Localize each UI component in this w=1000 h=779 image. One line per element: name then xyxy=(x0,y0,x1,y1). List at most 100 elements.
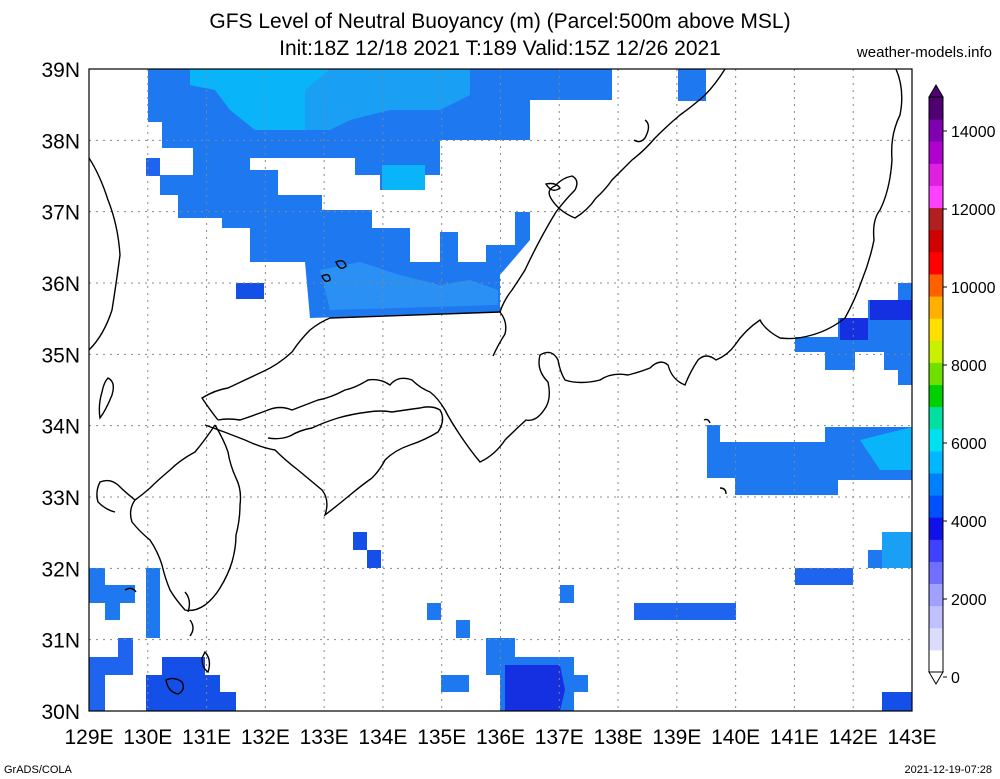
buoyancy-patch-sea-of-japan-core xyxy=(190,69,330,130)
colorbar-label: 14000 xyxy=(951,124,996,141)
buoyancy-patch-36n-131e xyxy=(236,283,264,299)
buoyancy-cell-31n-135e-b xyxy=(456,620,470,638)
longitude-tick-label: 129E xyxy=(64,726,113,749)
footer-timestamp: 2021-12-19-07:28 xyxy=(904,764,992,776)
colorbar-swatch xyxy=(929,627,943,651)
buoyancy-patch-south-kyushu-d xyxy=(146,657,236,711)
coast-hokkaido-bit xyxy=(633,119,650,143)
latitude-tick-label: 35N xyxy=(41,344,80,367)
buoyancy-patch-east-honshu-deep-2 xyxy=(870,300,912,320)
coast-kyushu-west xyxy=(96,479,136,513)
colorbar-swatch xyxy=(929,605,943,629)
colorbar-swatch xyxy=(929,163,943,186)
buoyancy-patch-south-kyushu-c xyxy=(89,638,133,711)
coast-kyushu xyxy=(129,424,242,612)
colorbar-swatch xyxy=(929,406,943,430)
footer-software: GrADS/COLA xyxy=(4,764,72,776)
colorbar-swatch xyxy=(929,185,943,209)
longitude-tick-label: 131E xyxy=(182,726,231,749)
colorbar-swatch xyxy=(929,273,943,297)
colorbar-label: 4000 xyxy=(951,514,987,531)
colorbar-label: 12000 xyxy=(951,202,996,219)
colorbar-swatch xyxy=(929,251,943,275)
buoyancy-cell-30n-136e-core xyxy=(505,665,565,711)
longitude-tick-label: 132E xyxy=(241,726,290,749)
longitude-tick-label: 130E xyxy=(123,726,172,749)
latitude-tick-label: 37N xyxy=(41,202,80,225)
colorbar-swatch xyxy=(929,97,943,120)
colorbar-max-arrow xyxy=(928,84,944,98)
buoyancy-cell-31n-135e xyxy=(427,603,441,620)
colorbar-label: 2000 xyxy=(951,592,987,609)
latitude-tick-label: 33N xyxy=(41,487,80,510)
longitude-tick-label: 141E xyxy=(770,726,819,749)
coast-honshu-south xyxy=(217,69,903,463)
coast-sea-of-japan-side xyxy=(201,311,501,421)
colorbar-swatch xyxy=(929,296,943,319)
colorbar-swatch xyxy=(929,229,943,253)
buoyancy-cell-32n-142e-b xyxy=(868,550,882,568)
colorbar-swatch xyxy=(929,207,943,231)
longitude-tick-label: 143E xyxy=(887,726,936,749)
buoyancy-cell-32n-141e xyxy=(795,568,853,585)
colorbar-swatch xyxy=(929,119,943,142)
colorbar-label: 6000 xyxy=(951,436,987,453)
colorbar-label: 0 xyxy=(951,670,960,687)
longitude-tick-label: 133E xyxy=(300,726,349,749)
colorbar-min-arrow xyxy=(928,671,944,685)
colorbar-swatch xyxy=(929,472,943,496)
buoyancy-patch-sea-of-japan-core-3 xyxy=(382,165,425,190)
colorbar-label: 8000 xyxy=(951,358,987,375)
colorbar-swatch xyxy=(929,362,943,385)
colorbar-swatch xyxy=(929,141,943,164)
buoyancy-patch-south-east-honshu-core xyxy=(860,427,912,470)
coast-kyushu-islands xyxy=(184,591,194,637)
longitude-tick-label: 139E xyxy=(652,726,701,749)
buoyancy-cell-30n-143e xyxy=(882,692,912,711)
coast-sado xyxy=(544,182,561,191)
colorbar-swatch xyxy=(929,583,943,607)
longitude-tick-label: 138E xyxy=(594,726,643,749)
coast-oki xyxy=(321,273,331,283)
buoyancy-patch-east-honshu-deep xyxy=(840,318,868,340)
longitude-tick-label: 134E xyxy=(358,726,407,749)
buoyancy-cell-32n-133e xyxy=(353,532,367,550)
latitude-tick-label: 34N xyxy=(41,416,80,439)
longitude-tick-label: 140E xyxy=(711,726,760,749)
colorbar-swatch xyxy=(929,495,943,518)
map-graticule xyxy=(89,69,912,711)
colorbar-swatch xyxy=(929,450,943,474)
colorbar-swatch xyxy=(929,561,943,585)
colorbar-label: 10000 xyxy=(951,280,996,297)
colorbar-swatch xyxy=(929,340,943,363)
buoyancy-patch-39n-140e xyxy=(678,69,706,101)
map-title-line-1: GFS Level of Neutral Buoyancy (m) (Parce… xyxy=(209,10,791,33)
latitude-tick-label: 32N xyxy=(41,558,80,581)
buoyancy-cell-31n-138e xyxy=(634,603,736,620)
longitude-tick-label: 142E xyxy=(829,726,878,749)
buoyancy-patch-sea-of-japan-core-2 xyxy=(305,69,470,130)
coast-shikoku xyxy=(204,406,444,517)
colorbar-swatch xyxy=(929,384,943,408)
buoyancy-patch-37n-130e xyxy=(146,158,160,176)
coast-korea xyxy=(89,157,121,351)
colorbar-swatch xyxy=(929,318,943,341)
coast-izu-2 xyxy=(719,487,727,495)
coast-tsushima xyxy=(98,377,115,420)
longitude-tick-label: 135E xyxy=(417,726,466,749)
colorbar-swatch xyxy=(929,428,943,452)
map-frame xyxy=(88,68,913,712)
buoyancy-patch-sea-of-japan xyxy=(148,69,612,318)
buoyancy-cell-32n-142e xyxy=(882,532,912,568)
buoyancy-cell-30n-135e xyxy=(441,675,469,692)
site-label: weather-models.info xyxy=(856,44,992,61)
buoyancy-patch-south-kyushu xyxy=(89,568,135,620)
buoyancy-patch-sea-of-japan-core-4 xyxy=(320,262,498,310)
colorbar-swatch xyxy=(929,517,943,540)
latitude-labels: 39N 38N 37N 36N 35N 34N 33N 32N 31N 30N xyxy=(41,59,80,724)
colorbar-frame xyxy=(928,96,944,673)
latitude-tick-label: 39N xyxy=(41,59,80,82)
buoyancy-cell-32n-133e-b xyxy=(367,550,381,568)
buoyancy-patch-south-east-honshu xyxy=(707,425,912,495)
longitude-tick-label: 136E xyxy=(476,726,525,749)
